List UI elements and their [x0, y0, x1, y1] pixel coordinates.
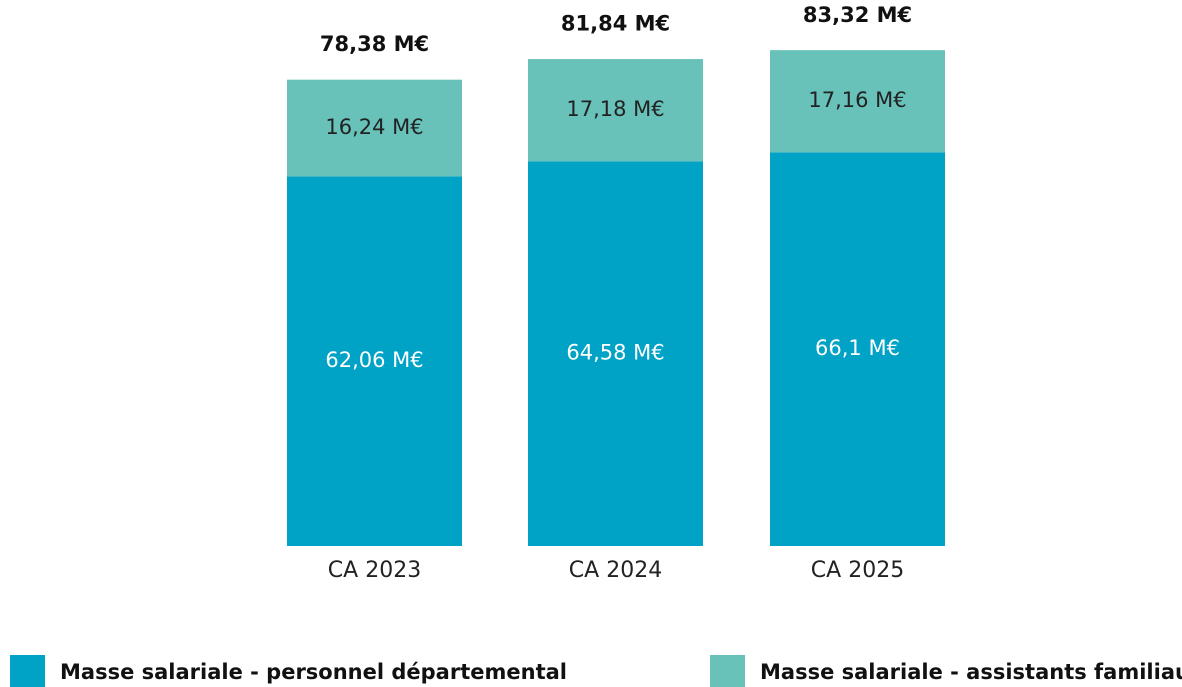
legend-swatch [10, 655, 45, 687]
legend-label: Masse salariale - personnel départementa… [60, 660, 567, 684]
legend-swatch [710, 655, 745, 687]
bar-segment [287, 176, 462, 546]
value-label: 17,16 M€ [808, 88, 906, 112]
bar-segment [287, 79, 462, 177]
value-label: 66,1 M€ [815, 336, 900, 360]
total-label: 78,38 M€ [320, 32, 429, 56]
x-tick-label: CA 2023 [328, 558, 421, 583]
legend-label: Masse salariale - assistants familiaux [760, 660, 1182, 684]
bar-segment [770, 152, 945, 547]
value-label: 16,24 M€ [325, 115, 423, 139]
bar-segment [770, 50, 945, 153]
value-label: 17,18 M€ [566, 97, 664, 121]
total-label: 81,84 M€ [561, 12, 670, 36]
bar-segment [528, 161, 703, 546]
value-label: 64,58 M€ [566, 341, 664, 365]
value-label: 62,06 M€ [325, 348, 423, 372]
bar-segment [528, 59, 703, 162]
total-label: 83,32 M€ [803, 3, 912, 27]
x-tick-label: CA 2024 [569, 558, 662, 583]
x-tick-label: CA 2025 [811, 558, 904, 583]
